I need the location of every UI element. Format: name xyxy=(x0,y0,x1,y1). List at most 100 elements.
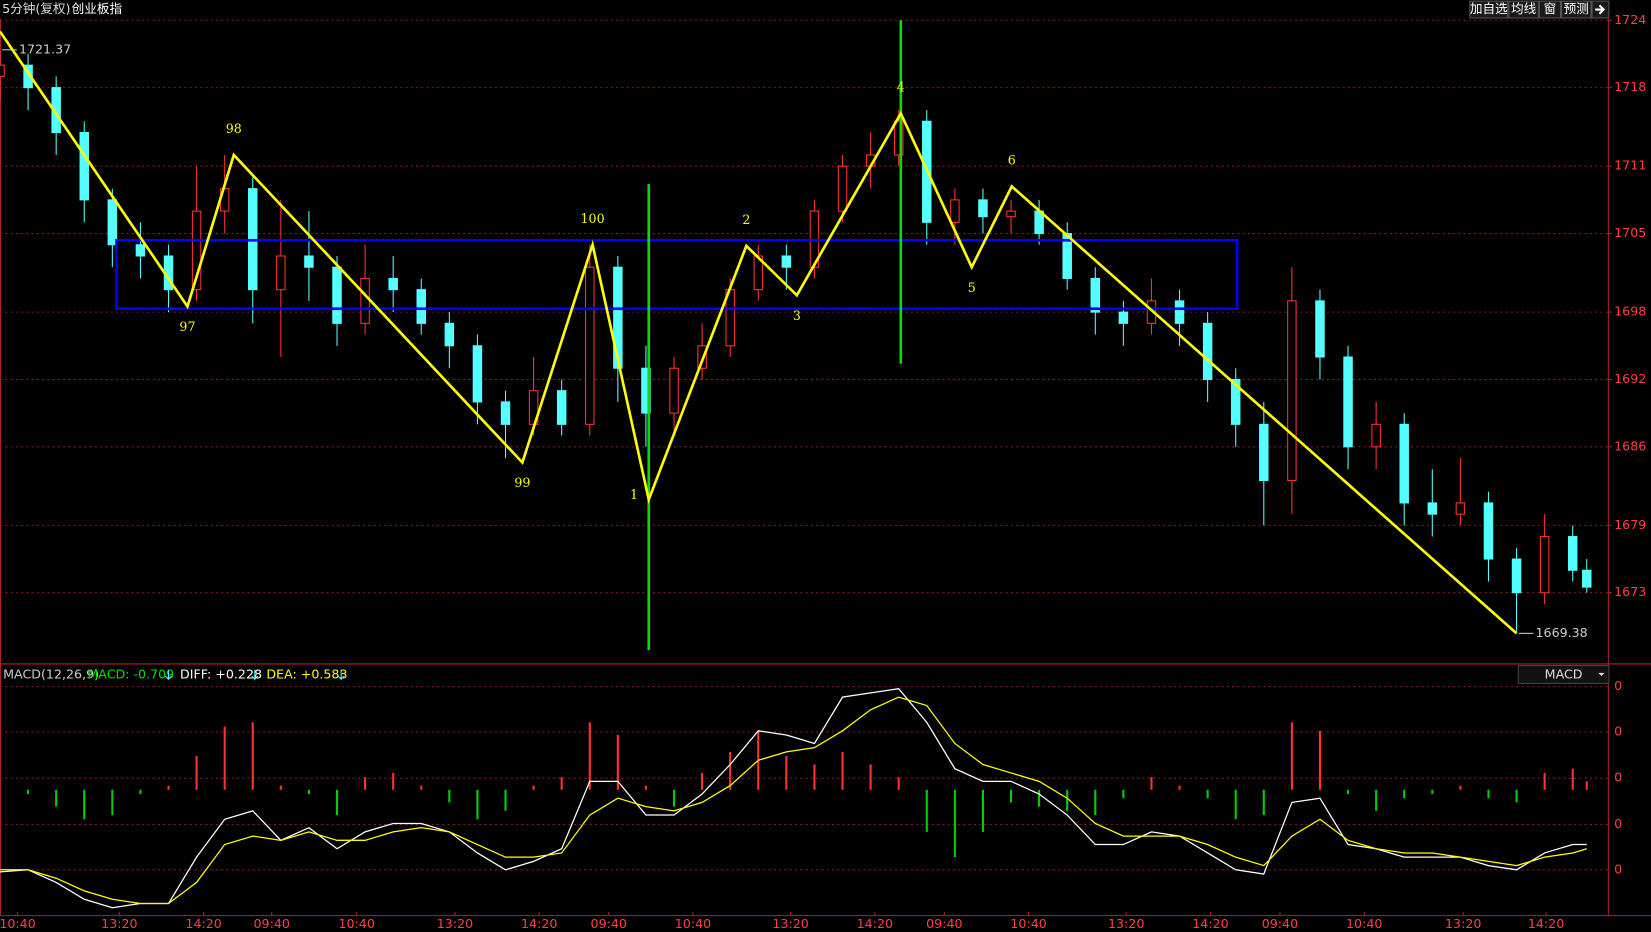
y-tick-label: 1718 xyxy=(1614,79,1646,94)
dea-value: DEA: +0.583 xyxy=(266,667,347,682)
candle-body xyxy=(276,255,286,291)
candle-body xyxy=(79,131,89,201)
diff-line xyxy=(0,688,1587,909)
x-tick-label: 13:20 xyxy=(101,916,137,931)
toolbar-button[interactable]: 加自选 xyxy=(1470,1,1508,16)
candle-body xyxy=(1230,378,1241,425)
candle-body xyxy=(1343,356,1353,448)
x-tick-label: 09:40 xyxy=(926,916,962,931)
dea-line xyxy=(0,696,1587,905)
x-tick-label: 09:40 xyxy=(591,916,627,931)
zigzag-label: 98 xyxy=(226,121,242,136)
candle-body xyxy=(304,255,314,268)
candle-body xyxy=(1287,300,1297,481)
candle-body xyxy=(1511,558,1522,594)
price-label: 1669.38 xyxy=(1536,625,1588,640)
button-frame xyxy=(1538,0,1561,19)
candle-body xyxy=(0,64,5,77)
selector-label: MACD xyxy=(1545,667,1583,682)
x-tick-label: 13:20 xyxy=(772,916,808,931)
indicator-selector[interactable] xyxy=(1517,665,1610,684)
candle-body xyxy=(444,322,455,347)
candle-body xyxy=(1118,311,1129,324)
x-tick-label: 14:20 xyxy=(1528,916,1564,931)
candle-body xyxy=(1090,277,1101,313)
candle-body xyxy=(978,199,988,218)
candle-body xyxy=(1371,423,1381,448)
candle-body xyxy=(950,199,960,223)
dropdown-icon xyxy=(1598,672,1605,677)
candle-body xyxy=(556,390,567,425)
candle-body xyxy=(1567,536,1578,571)
arrow-icon xyxy=(164,669,173,680)
button-frame xyxy=(1508,0,1539,19)
y-tick-label: 1673 xyxy=(1614,584,1646,599)
macd-value: MACD: -0.709 xyxy=(87,667,174,682)
candle-body xyxy=(23,64,33,89)
y-tick-label: 1686 xyxy=(1614,438,1646,453)
y2-tick-label: 0 xyxy=(1614,770,1622,785)
candle-body xyxy=(837,165,848,212)
candle-body xyxy=(107,199,118,246)
candle-body xyxy=(1174,300,1185,324)
toolbar-button[interactable]: 均线 xyxy=(1511,1,1537,16)
diff-value: DIFF: +0.228 xyxy=(180,667,262,682)
x-tick-label: 14:20 xyxy=(1192,916,1228,931)
zigzag-label: 99 xyxy=(514,475,530,490)
y2-tick-label: 0 xyxy=(1614,816,1622,831)
x-tick-label: 10:40 xyxy=(675,916,711,931)
toolbar xyxy=(1469,0,1610,19)
y-tick-label: 1705 xyxy=(1614,225,1646,240)
candle-body xyxy=(1427,502,1438,515)
y-tick-label: 1724 xyxy=(1614,12,1646,27)
exit-icon xyxy=(1595,4,1606,15)
zigzag-label: 5 xyxy=(968,280,976,295)
candle-body xyxy=(1315,300,1325,358)
candle-body xyxy=(613,266,623,369)
x-tick-label: 10:40 xyxy=(1010,916,1046,931)
candle-body xyxy=(1006,210,1016,218)
x-tick-label: 13:20 xyxy=(1445,916,1481,931)
x-tick-label: 13:20 xyxy=(437,916,473,931)
candle-body xyxy=(1539,536,1550,594)
candle-body xyxy=(1399,423,1409,504)
candle-body xyxy=(781,255,792,268)
x-tick-label: 09:40 xyxy=(254,916,290,931)
arrow-icon xyxy=(337,669,345,680)
range-box xyxy=(115,238,1239,311)
candle-body xyxy=(51,87,61,134)
candle-body xyxy=(332,266,342,324)
button-frame xyxy=(1560,0,1592,19)
x-tick-label: 10:40 xyxy=(0,916,36,931)
toolbar-button[interactable]: 预测 xyxy=(1564,1,1589,16)
candle-body xyxy=(1062,233,1072,279)
zigzag-label: 4 xyxy=(897,80,905,95)
arrow-icon xyxy=(251,669,259,680)
candle-body xyxy=(1202,322,1213,380)
toolbar-button[interactable]: 窗 xyxy=(1544,1,1557,16)
period: 5分钟(复权) xyxy=(2,1,70,16)
x-tick-label: 10:40 xyxy=(338,916,374,931)
candle-body xyxy=(1582,569,1592,588)
candle-body xyxy=(360,277,370,324)
y-tick-label: 1692 xyxy=(1614,371,1646,386)
zigzag-label: 1 xyxy=(630,487,638,502)
x-tick-label: 14:20 xyxy=(521,916,557,931)
chart-title: 创业板指 xyxy=(72,1,123,16)
x-tick-label: 14:20 xyxy=(185,916,221,931)
zigzag-label: 2 xyxy=(742,212,750,227)
zigzag-label: 100 xyxy=(581,211,605,226)
candle-body xyxy=(669,367,679,414)
price-label: 1721.37 xyxy=(19,41,71,56)
y-tick-label: 1711 xyxy=(1614,158,1646,173)
candle-body xyxy=(893,120,904,156)
x-tick-label: 14:20 xyxy=(857,916,893,931)
y-tick-label: 1679 xyxy=(1614,517,1646,532)
macd-name: MACD(12,26,9) xyxy=(3,667,99,682)
candle-body xyxy=(472,345,483,403)
zigzag-label: 3 xyxy=(793,308,801,323)
candle-body xyxy=(388,277,398,291)
y2-tick-label: 0 xyxy=(1614,723,1622,738)
button-frame xyxy=(1469,0,1509,19)
